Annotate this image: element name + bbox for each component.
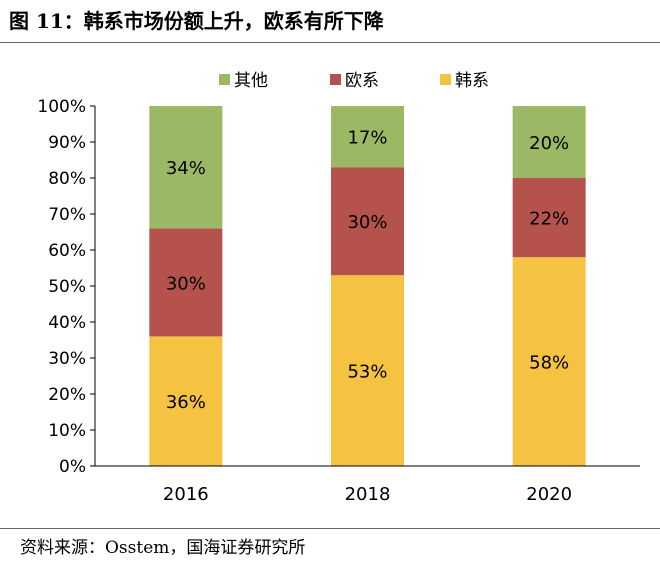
y-tick-label: 60% bbox=[48, 241, 86, 261]
data-label: 22% bbox=[529, 209, 569, 230]
y-tick-label: 100% bbox=[37, 97, 86, 117]
bar-segment bbox=[331, 106, 404, 168]
figure-title: 图 11：韩系市场份额上升，欧系有所下降 bbox=[9, 9, 384, 33]
legend-swatch bbox=[440, 74, 451, 85]
x-tick-label: 2016 bbox=[163, 484, 209, 505]
data-label: 34% bbox=[166, 158, 206, 179]
data-label: 30% bbox=[166, 273, 206, 294]
bar-segment bbox=[512, 178, 586, 258]
legend-label: 韩系 bbox=[455, 71, 489, 91]
data-label: 58% bbox=[529, 353, 569, 374]
x-tick-label: 2018 bbox=[345, 484, 391, 505]
bar-segment bbox=[149, 106, 223, 229]
y-tick-label: 40% bbox=[48, 313, 86, 333]
bar-segment bbox=[331, 275, 404, 466]
legend-swatch bbox=[219, 74, 230, 85]
legend-swatch bbox=[330, 74, 341, 85]
y-tick-label: 20% bbox=[48, 385, 86, 405]
figure-source: 资料来源：Osstem，国海证券研究所 bbox=[20, 538, 306, 558]
y-tick-label: 10% bbox=[48, 421, 86, 441]
y-tick-label: 80% bbox=[48, 169, 86, 189]
legend-label: 欧系 bbox=[345, 71, 379, 91]
data-label: 20% bbox=[529, 133, 569, 154]
data-label: 53% bbox=[347, 362, 387, 383]
data-label: 30% bbox=[347, 212, 387, 233]
source-divider bbox=[0, 528, 660, 529]
bar-segment bbox=[149, 336, 223, 466]
x-axis: 2016 2018 2020 bbox=[95, 465, 640, 505]
y-tick-label: 90% bbox=[48, 133, 86, 153]
x-tick-label: 2020 bbox=[526, 484, 572, 505]
legend-label: 其他 bbox=[234, 71, 268, 91]
y-axis: 0% 10% 20% 30% 40% 50% 60% 70% 80% 90% 100% bbox=[37, 97, 96, 477]
y-tick-label: 70% bbox=[48, 205, 86, 225]
bars: 36% 30% 34% 53% 30% 17% 58% 22% 20% bbox=[149, 106, 586, 466]
y-tick-label: 30% bbox=[48, 349, 86, 369]
y-tick-label: 0% bbox=[59, 457, 86, 477]
stacked-bar-chart: 其他 欧系 韩系 0% 10% 20% 30% 40% 50% 60% 70% 80% 90% 100%… bbox=[37, 71, 640, 505]
y-tick-label: 50% bbox=[48, 277, 86, 297]
bar-segment bbox=[149, 228, 223, 337]
bar-segment bbox=[512, 257, 586, 466]
data-label: 17% bbox=[347, 128, 387, 149]
data-label: 36% bbox=[166, 392, 206, 413]
chart-legend: 其他 欧系 韩系 bbox=[219, 71, 489, 91]
bar-segment bbox=[331, 167, 404, 276]
bar-segment bbox=[512, 106, 586, 178]
title-divider bbox=[0, 42, 660, 43]
